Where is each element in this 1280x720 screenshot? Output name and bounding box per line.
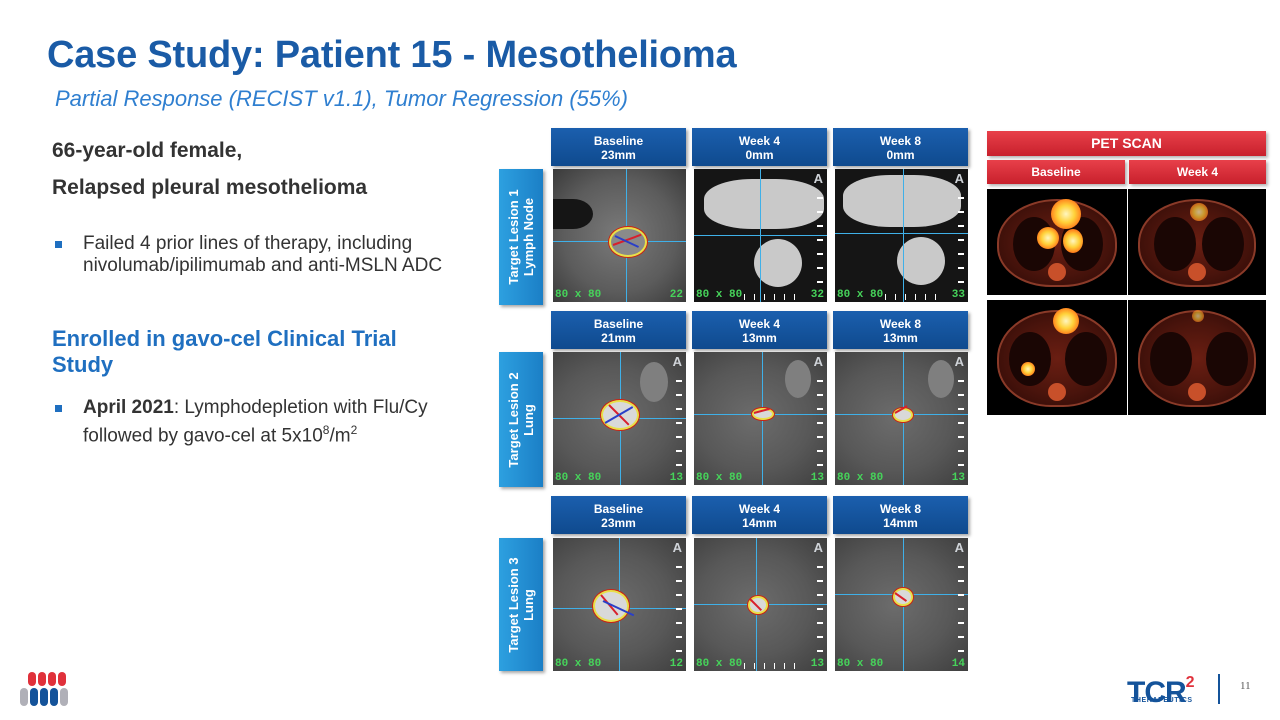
pet-week4-label: Week 4: [1129, 160, 1266, 184]
fov-label: 80 x 80: [555, 472, 602, 484]
fov-label: 80 x 80: [696, 658, 743, 670]
lesion-size: 23mm: [601, 148, 636, 162]
lesion-size: 13mm: [883, 331, 918, 345]
label-target-lesion-3: Target Lesion 3 Lung: [499, 538, 543, 671]
lesion-size: 23mm: [601, 516, 636, 530]
treatment-date: April 2021: [83, 397, 174, 418]
patient-diagnosis: Relapsed pleural mesothelioma: [52, 176, 368, 199]
slice-number: 33: [951, 289, 965, 301]
header-lesion1-week4: Week 4 0mm: [692, 128, 827, 166]
lesion-site: Lung: [521, 403, 536, 436]
ct-scan-lesion2-week4: A 80 x 80 13: [694, 352, 827, 485]
ct-scan-lesion1-baseline: 80 x 80 22: [553, 169, 686, 302]
slice-number: 12: [669, 658, 683, 670]
slice-number: 13: [810, 472, 824, 484]
unit-exponent: 2: [350, 423, 358, 437]
treatment-text: April 2021: Lymphodepletion with Flu/Cy …: [83, 397, 483, 447]
fov-label: 80 x 80: [837, 472, 884, 484]
header-lesion1-baseline: Baseline 23mm: [551, 128, 686, 166]
bullet-marker: [55, 241, 62, 248]
ct-scan-lesion1-week8: A 80 x 80 33: [835, 169, 968, 302]
slice-number: 13: [669, 472, 683, 484]
dose-exponent: 8: [322, 423, 330, 437]
pet-baseline-label: Baseline: [987, 160, 1125, 184]
lesion-size: 13mm: [742, 331, 777, 345]
anterior-marker: A: [672, 540, 682, 555]
ct-scan-lesion3-week8: A 80 x 80 14: [835, 538, 968, 671]
fov-label: 80 x 80: [555, 658, 602, 670]
ct-scan-lesion2-baseline: A 80 x 80 13: [553, 352, 686, 485]
fov-label: 80 x 80: [555, 289, 602, 301]
slice-number: 22: [669, 289, 683, 301]
brand-superscript: 2: [1185, 674, 1195, 691]
pet-image-baseline-upper: [987, 189, 1127, 295]
tcr2-logo: TCR2: [1127, 672, 1195, 709]
timepoint-name: Week 4: [738, 502, 781, 516]
fov-label: 80 x 80: [837, 289, 884, 301]
timepoint-name: Baseline: [593, 134, 644, 148]
enrolled-heading: Enrolled in gavo-cel Clinical Trial Stud…: [52, 326, 397, 377]
header-lesion2-baseline: Baseline 21mm: [551, 311, 686, 349]
slice-number: 13: [810, 658, 824, 670]
ct-scan-lesion3-week4: A 80 x 80 13: [694, 538, 827, 671]
anterior-marker: A: [672, 354, 682, 369]
label-target-lesion-1: Target Lesion 1 Lymph Node: [499, 169, 543, 305]
timepoint-name: Baseline: [593, 502, 644, 516]
pet-image-week4-upper: [1128, 189, 1266, 295]
header-lesion2-week8: Week 8 13mm: [833, 311, 968, 349]
timepoint-name: Week 8: [879, 317, 922, 331]
header-lesion2-week4: Week 4 13mm: [692, 311, 827, 349]
timepoint-name: Week 4: [738, 317, 781, 331]
patient-age: 66-year-old female,: [52, 139, 243, 162]
pet-image-week4-lower: [1128, 300, 1266, 415]
anterior-marker: A: [954, 540, 964, 555]
dose-unit: /m: [329, 425, 351, 447]
footer-divider: [1218, 674, 1220, 704]
brand-subtitle: THERAPEUTICS: [1131, 697, 1193, 704]
timepoint-name: Baseline: [593, 317, 644, 331]
lesion-size: 21mm: [601, 331, 636, 345]
slice-number: 14: [951, 658, 965, 670]
lesion-label: Target Lesion 2: [506, 371, 521, 468]
timepoint-name: Week 8: [879, 134, 922, 148]
lesion-label: Target Lesion 3: [506, 556, 521, 653]
pet-image-baseline-lower: [987, 300, 1127, 415]
lesion-size: 0mm: [886, 148, 915, 162]
lesion-size: 14mm: [742, 516, 777, 530]
label-target-lesion-2: Target Lesion 2 Lung: [499, 352, 543, 487]
ct-scan-lesion2-week8: A 80 x 80 13: [835, 352, 968, 485]
brand-name: TCR: [1127, 676, 1187, 709]
fov-label: 80 x 80: [837, 658, 884, 670]
header-lesion1-week8: Week 8 0mm: [833, 128, 968, 166]
header-lesion3-week4: Week 4 14mm: [692, 496, 827, 534]
slice-number: 32: [810, 289, 824, 301]
slide-subtitle: Partial Response (RECIST v1.1), Tumor Re…: [55, 86, 629, 111]
lesion-size: 0mm: [745, 148, 774, 162]
ct-scan-lesion1-week4: A 80 x 80 32: [694, 169, 827, 302]
prior-therapy-text: Failed 4 prior lines of therapy, includi…: [83, 233, 443, 276]
pet-scan-title: PET SCAN: [987, 131, 1266, 156]
fov-label: 80 x 80: [696, 289, 743, 301]
header-lesion3-week8: Week 8 14mm: [833, 496, 968, 534]
anterior-marker: A: [954, 171, 964, 186]
anterior-marker: A: [813, 171, 823, 186]
treatment-detail: : Lymphodepletion with Flu/Cy followed b…: [83, 397, 428, 447]
company-logo-icon: [20, 672, 68, 706]
timepoint-name: Week 8: [879, 502, 922, 516]
timepoint-name: Week 4: [738, 134, 781, 148]
lesion-label: Target Lesion 1: [506, 189, 521, 285]
anterior-marker: A: [813, 540, 823, 555]
lesion-site: Lymph Node: [521, 197, 536, 277]
anterior-marker: A: [954, 354, 964, 369]
slide-title: Case Study: Patient 15 - Mesothelioma: [47, 34, 737, 76]
header-lesion3-baseline: Baseline 23mm: [551, 496, 686, 534]
ct-scan-lesion3-baseline: A 80 x 80 12: [553, 538, 686, 671]
lesion-size: 14mm: [883, 516, 918, 530]
page-number: 11: [1240, 680, 1251, 692]
slice-number: 13: [951, 472, 965, 484]
anterior-marker: A: [813, 354, 823, 369]
bullet-marker: [55, 405, 62, 412]
lesion-site: Lung: [521, 588, 536, 621]
fov-label: 80 x 80: [696, 472, 743, 484]
